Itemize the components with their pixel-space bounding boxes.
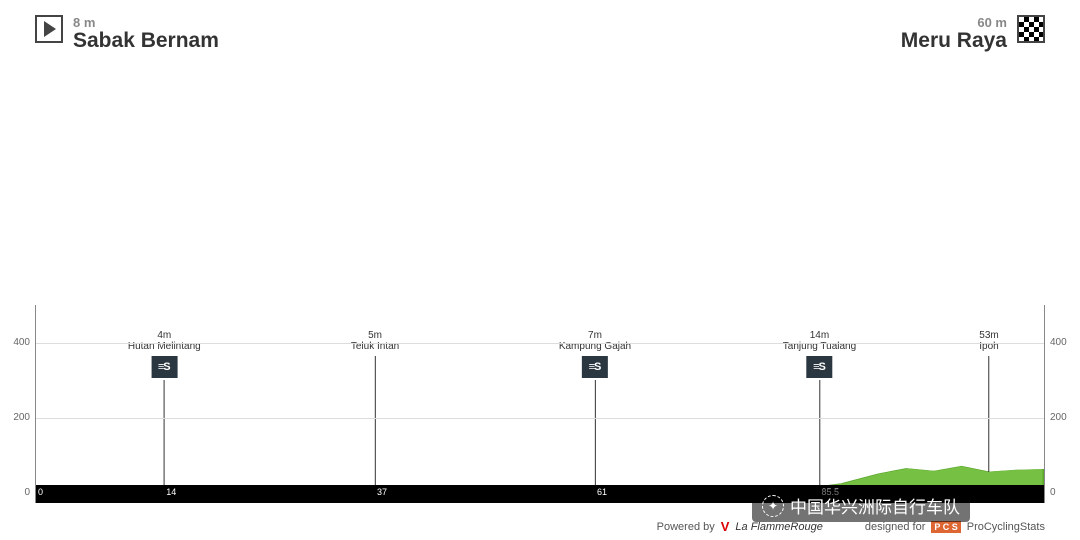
sprint-icon: ≡S bbox=[806, 356, 832, 378]
sprint-icon: ≡S bbox=[151, 356, 177, 378]
km-marker: 14 bbox=[166, 487, 176, 497]
y-tick-label: 200 bbox=[0, 412, 30, 423]
finish-elevation: 60 m bbox=[977, 15, 1007, 30]
waypoint-elevation: 4m bbox=[157, 330, 171, 341]
designed-for-label: designed for bbox=[865, 521, 926, 533]
y-tick-label: 0 bbox=[0, 487, 30, 498]
gridline bbox=[36, 418, 1044, 419]
start-block: 8 m Sabak Bernam bbox=[35, 15, 219, 53]
waypoint-line bbox=[989, 356, 990, 472]
pcs-name: ProCyclingStats bbox=[967, 521, 1045, 533]
finish-name: Meru Raya bbox=[901, 29, 1007, 53]
powered-by-label: Powered by bbox=[657, 521, 715, 533]
waypoint-line bbox=[375, 356, 376, 490]
y-axis-left: 0 200 400 bbox=[0, 305, 35, 500]
start-elevation: 8 m bbox=[73, 15, 219, 30]
waypoint: 14mTanjung Tualang≡S bbox=[783, 330, 856, 486]
watermark: ✦ 中国华兴洲际自行车队 bbox=[752, 489, 970, 522]
km-marker: 0 bbox=[38, 487, 43, 497]
stage-profile: 8 m Sabak Bernam 60 m Meru Raya 0 200 400 … bbox=[0, 0, 1080, 540]
waypoint: 7mKampung Gajah≡S bbox=[559, 330, 631, 489]
laflammerouge-logo-icon: V bbox=[721, 519, 730, 534]
watermark-text: 中国华兴洲际自行车队 bbox=[790, 493, 960, 518]
gridline bbox=[36, 343, 1044, 344]
plot-area: 4mHutan Melintang≡S 5mTeluk Intan 7mKampun… bbox=[35, 305, 1045, 500]
y-tick-label: 400 bbox=[1050, 337, 1080, 348]
y-tick-label: 200 bbox=[1050, 412, 1080, 423]
waypoint-line bbox=[594, 380, 595, 489]
waypoint-elevation: 5m bbox=[368, 330, 382, 341]
elevation-chart: 0 200 400 0 200 400 4mHutan Melintang≡S 5mTel… bbox=[0, 305, 1080, 500]
waypoint-elevation: 53m bbox=[979, 330, 998, 341]
finish-icon bbox=[1017, 15, 1045, 43]
pcs-badge-icon: P C S bbox=[931, 521, 960, 533]
header: 8 m Sabak Bernam 60 m Meru Raya bbox=[35, 15, 1045, 65]
start-name: Sabak Bernam bbox=[73, 29, 219, 53]
y-axis-right: 0 200 400 bbox=[1045, 305, 1080, 500]
waypoint-elevation: 7m bbox=[588, 330, 602, 341]
start-icon bbox=[35, 15, 63, 43]
y-tick-label: 400 bbox=[0, 337, 30, 348]
waypoint: 53mIpoh bbox=[979, 330, 998, 472]
laflammerouge-name: La FlammeRouge bbox=[735, 521, 822, 533]
waypoint-line bbox=[164, 380, 165, 490]
sprint-icon: ≡S bbox=[582, 356, 608, 378]
km-marker: 37 bbox=[377, 487, 387, 497]
waypoint-line bbox=[819, 380, 820, 486]
finish-block: 60 m Meru Raya bbox=[901, 15, 1045, 53]
waypoint: 5mTeluk Intan bbox=[351, 330, 399, 490]
waypoint-elevation: 14m bbox=[810, 330, 829, 341]
y-tick-label: 0 bbox=[1050, 487, 1080, 498]
watermark-icon: ✦ bbox=[762, 495, 784, 517]
km-marker: 61 bbox=[597, 487, 607, 497]
waypoint: 4mHutan Melintang≡S bbox=[128, 330, 201, 490]
